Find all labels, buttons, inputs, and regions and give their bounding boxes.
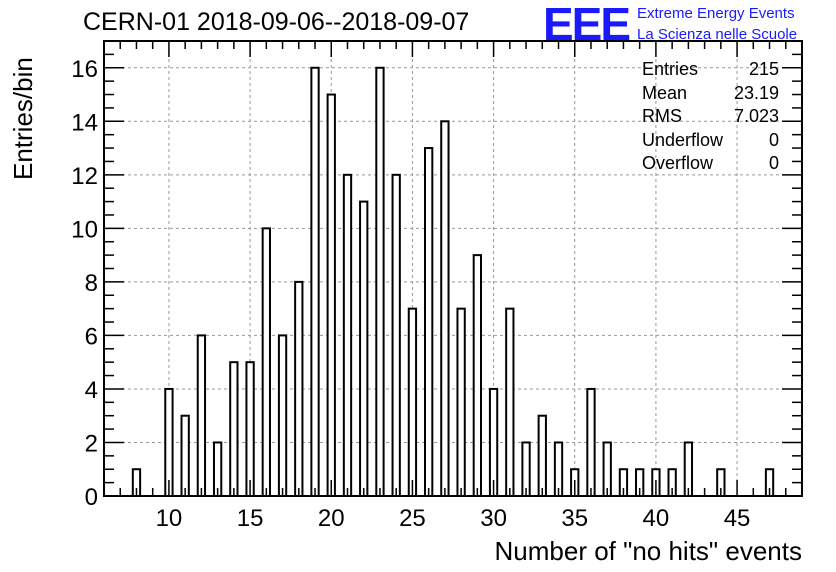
stats-row-entries: Entries 215 xyxy=(642,58,779,82)
axis-ticks xyxy=(103,40,803,497)
logo-caption-line2: La Scienza nelle Scuole xyxy=(637,26,798,43)
histogram-bar xyxy=(586,387,596,497)
histogram-bar xyxy=(488,387,499,497)
stats-box: Entries 215 Mean 23.19 RMS 7.023 Underfl… xyxy=(642,58,779,176)
y-tick-label: 16 xyxy=(71,56,98,83)
histogram-bar xyxy=(553,441,564,497)
histogram-bar xyxy=(180,414,190,497)
histogram-bar xyxy=(294,280,304,497)
histogram-bar xyxy=(521,441,531,497)
histogram-bar xyxy=(456,307,466,497)
histogram-bar xyxy=(164,387,174,497)
stats-row-overflow: Overflow 0 xyxy=(642,152,779,176)
x-tick-label: 25 xyxy=(399,505,426,532)
chart-title: CERN-01 2018-09-06--2018-09-07 xyxy=(83,8,470,36)
stats-row-rms: RMS 7.023 xyxy=(642,105,779,129)
histogram-bar xyxy=(602,441,612,497)
x-tick-label: 15 xyxy=(237,505,264,532)
y-tick-label: 0 xyxy=(85,484,98,511)
histogram-bar xyxy=(505,307,515,497)
stats-label: Underflow xyxy=(642,129,724,150)
stats-label: RMS xyxy=(642,106,682,126)
y-axis-label: Entries/bin xyxy=(8,57,38,180)
x-tick-label: 40 xyxy=(643,505,670,532)
histogram-bar xyxy=(261,227,271,497)
histogram-bar xyxy=(472,254,483,497)
histogram-bar xyxy=(440,120,450,497)
x-tick-label: 35 xyxy=(561,505,588,532)
logo-caption: Extreme Energy Events La Scienza nelle S… xyxy=(637,3,797,45)
stats-value: 7.023 xyxy=(733,106,779,126)
x-tick-label: 45 xyxy=(724,505,751,532)
histogram-bar xyxy=(342,173,353,498)
y-tick-label: 10 xyxy=(71,216,98,243)
y-tick-label: 6 xyxy=(85,323,98,350)
x-tick-label: 10 xyxy=(156,505,183,532)
histogram-bar xyxy=(407,307,418,497)
stats-row-underflow: Underflow 0 xyxy=(642,129,779,153)
histogram-bar xyxy=(683,441,694,497)
x-tick-label: 30 xyxy=(480,505,507,532)
logo-caption-line1: Extreme Energy Events xyxy=(637,5,795,22)
y-tick-label: 2 xyxy=(85,430,98,457)
histogram-bar xyxy=(391,173,401,498)
axis-tick-labels: 10 15 20 25 30 35 40 45 0 2 4 6 8 10 12 14 16 xyxy=(71,56,750,532)
histogram-bar xyxy=(326,93,336,497)
histogram-bar xyxy=(277,334,288,498)
histogram-bar xyxy=(212,441,223,497)
x-axis-label: Number of "no hits" events xyxy=(494,536,803,566)
y-tick-label: 12 xyxy=(71,163,98,190)
histogram-bar xyxy=(310,66,320,497)
x-tick-label: 20 xyxy=(318,505,345,532)
y-tick-label: 14 xyxy=(71,109,98,136)
stats-label: Entries xyxy=(642,59,699,79)
eee-logo: EEE xyxy=(543,0,631,50)
stats-value: 0 xyxy=(768,129,779,150)
stats-value: 0 xyxy=(768,153,779,173)
stats-label: Overflow xyxy=(642,153,714,173)
histogram-bar xyxy=(375,66,385,497)
histogram-bar xyxy=(245,361,255,498)
stats-value: 23.19 xyxy=(733,82,779,103)
y-tick-label: 4 xyxy=(85,377,98,404)
histogram-bar xyxy=(537,414,547,497)
histogram-bar xyxy=(423,147,434,497)
stats-label: Mean xyxy=(642,82,688,103)
stats-value: 215 xyxy=(748,59,779,79)
stats-row-mean: Mean 23.19 xyxy=(642,82,779,106)
y-tick-label: 8 xyxy=(85,270,98,297)
histogram-bar xyxy=(359,200,369,498)
histogram-bar xyxy=(229,361,239,498)
histogram-bar xyxy=(196,334,207,498)
